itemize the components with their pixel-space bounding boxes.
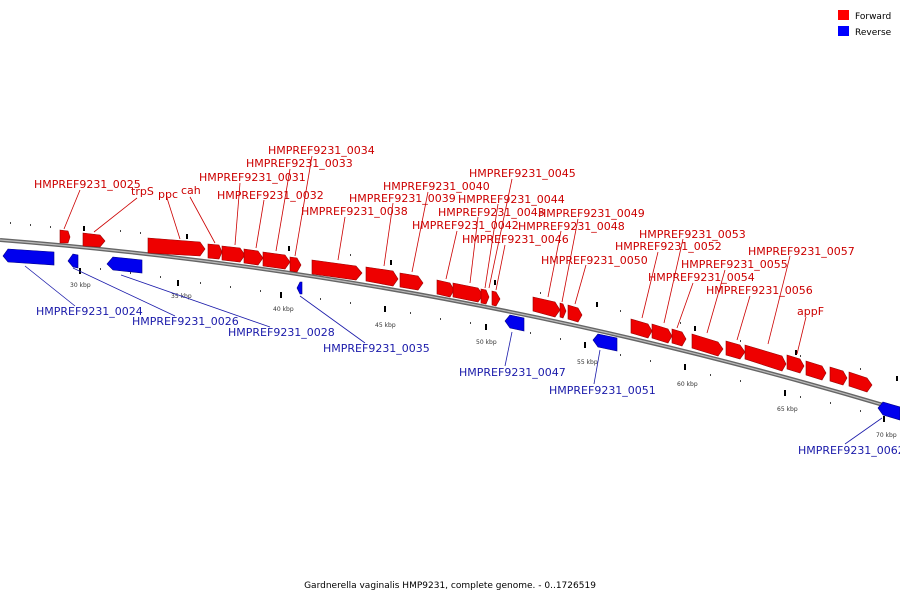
legend: Forward Reverse (838, 10, 892, 38)
gene-label-0046[interactable]: HMPREF9231_0046 (462, 233, 569, 246)
gene-arrow-0049[interactable] (559, 302, 567, 319)
gene-arrow-0035[interactable] (296, 281, 303, 295)
gene-arrow-0044[interactable] (480, 288, 490, 305)
tick-label-70kbp: 70 kbp (876, 432, 897, 439)
gene-arrow-cah[interactable] (207, 243, 223, 260)
gene-label-0035[interactable]: HMPREF9231_0035 (323, 342, 430, 355)
gene-label-0025[interactable]: HMPREF9231_0025 (34, 178, 141, 191)
gene-arrow-0051[interactable] (592, 333, 618, 352)
upper-marks (83, 226, 898, 381)
gene-arrow-0052[interactable] (630, 318, 653, 339)
gene-arrow-0028[interactable] (106, 256, 143, 274)
forward-genes (59, 229, 873, 393)
gene-label-0045[interactable]: HMPREF9231_0045 (469, 167, 576, 180)
gene-label-0055[interactable]: HMPREF9231_0055 (681, 258, 788, 271)
gene-arrow-0040[interactable] (399, 272, 424, 291)
gene-arrow-0025[interactable] (59, 229, 71, 244)
forward-legend-swatch (838, 10, 849, 20)
gene-label-0049[interactable]: HMPREF9231_0049 (538, 207, 645, 220)
tick-label-65kbp: 65 kbp (777, 406, 798, 413)
gene-label-cah[interactable]: cah (181, 184, 201, 197)
gene-label-ppc[interactable]: ppc (158, 188, 178, 201)
gene-label-0031[interactable]: HMPREF9231_0031 (199, 171, 306, 184)
gene-label-0039[interactable]: HMPREF9231_0039 (349, 192, 456, 205)
forward-gene-labels: HMPREF9231_0025 trpS ppc cah HMPREF9231_… (34, 144, 855, 318)
gene-arrow-0055[interactable] (691, 333, 724, 357)
gene-arrow-extra-a[interactable] (805, 360, 827, 381)
gene-arrow-extra-c[interactable] (848, 371, 873, 393)
gene-label-0044[interactable]: HMPREF9231_0044 (458, 193, 565, 206)
reverse-genes (2, 248, 900, 421)
gene-label-0040[interactable]: HMPREF9231_0040 (383, 180, 490, 193)
gene-arrow-0039[interactable] (365, 266, 399, 287)
tick-label-50kbp: 50 kbp (476, 339, 497, 346)
tick-label-55kbp: 55 kbp (577, 359, 598, 366)
gene-label-0051[interactable]: HMPREF9231_0051 (549, 384, 656, 397)
gene-arrow-ppc[interactable] (147, 237, 206, 257)
gene-arrow-0026[interactable] (67, 253, 79, 269)
gene-label-0053[interactable]: HMPREF9231_0053 (639, 228, 746, 241)
gene-arrow-0053[interactable] (651, 323, 673, 344)
gene-label-0052[interactable]: HMPREF9231_0052 (615, 240, 722, 253)
gene-label-0034[interactable]: HMPREF9231_0034 (268, 144, 375, 157)
gene-label-0026[interactable]: HMPREF9231_0026 (132, 315, 239, 328)
gene-label-0054[interactable]: HMPREF9231_0054 (648, 271, 755, 284)
gene-label-0043[interactable]: HMPREF9231_0043 (438, 206, 545, 219)
gene-label-0048[interactable]: HMPREF9231_0048 (518, 220, 625, 233)
reverse-legend-label: Reverse (855, 28, 892, 38)
gene-label-0057[interactable]: HMPREF9231_0057 (748, 245, 855, 258)
gene-arrow-0033[interactable] (262, 251, 291, 270)
gene-arrow-0047[interactable] (504, 314, 525, 332)
gene-arrow-0050[interactable] (567, 304, 583, 323)
gene-arrow-0048[interactable] (532, 296, 561, 318)
forward-leader-lines (63, 155, 807, 355)
gene-label-0042[interactable]: HMPREF9231_0042 (412, 219, 519, 232)
gene-label-0032[interactable]: HMPREF9231_0032 (217, 189, 324, 202)
forward-legend-label: Forward (855, 12, 891, 22)
tick-label-60kbp: 60 kbp (677, 381, 698, 388)
gene-label-0028[interactable]: HMPREF9231_0028 (228, 326, 335, 339)
reverse-legend-swatch (838, 26, 849, 36)
gene-arrow-extra-b[interactable] (829, 366, 848, 386)
gene-label-0038[interactable]: HMPREF9231_0038 (301, 205, 408, 218)
gene-arrow-0034[interactable] (289, 256, 302, 273)
gene-arrow-0062[interactable] (877, 401, 900, 421)
gene-label-trps[interactable]: trpS (131, 185, 154, 198)
gene-arrow-0031[interactable] (221, 245, 246, 263)
gene-label-0062[interactable]: HMPREF9231_0062 (798, 444, 900, 457)
gene-label-0050[interactable]: HMPREF9231_0050 (541, 254, 648, 267)
tick-label-45kbp: 45 kbp (375, 322, 396, 329)
tick-label-30kbp: 30 kbp (70, 282, 91, 289)
reverse-leader-lines (24, 265, 883, 445)
gene-arrow-0046[interactable] (491, 290, 501, 307)
gene-arrow-0057[interactable] (744, 344, 787, 372)
gene-label-0033[interactable]: HMPREF9231_0033 (246, 157, 353, 170)
genome-backbone-highlight (0, 239, 900, 411)
gene-label-appf[interactable]: appF (797, 305, 824, 318)
gene-arrow-0032[interactable] (243, 248, 264, 266)
gene-label-0047[interactable]: HMPREF9231_0047 (459, 366, 566, 379)
gene-arrow-0038[interactable] (311, 259, 363, 281)
reverse-gene-labels: HMPREF9231_0024 HMPREF9231_0026 HMPREF92… (36, 305, 900, 457)
gene-arrow-appf[interactable] (786, 354, 805, 374)
gene-arrow-0056[interactable] (725, 340, 746, 360)
outer-tick-dots (10, 222, 861, 370)
gene-arrow-0043[interactable] (452, 282, 484, 303)
genome-caption: Gardnerella vaginalis HMP9231, complete … (304, 581, 596, 591)
gene-arrow-0042[interactable] (436, 279, 455, 298)
gene-arrow-0024[interactable] (2, 248, 55, 266)
gene-label-0056[interactable]: HMPREF9231_0056 (706, 284, 813, 297)
gene-arrow-0054[interactable] (671, 328, 687, 347)
tick-label-40kbp: 40 kbp (273, 306, 294, 313)
gene-arrow-trps[interactable] (82, 232, 106, 248)
gene-label-0024[interactable]: HMPREF9231_0024 (36, 305, 143, 318)
